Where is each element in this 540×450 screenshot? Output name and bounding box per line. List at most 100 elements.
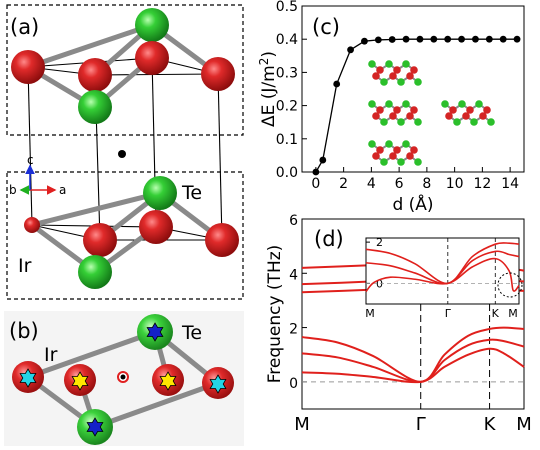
data-point: [333, 80, 341, 88]
inset-phonon-branches: [365, 242, 520, 293]
data-point: [388, 36, 396, 43]
panel-letter-a: (a): [10, 15, 39, 39]
ir-atom: [78, 58, 112, 92]
data-point: [444, 35, 452, 43]
chart-d-ylabel: Frequency (THz): [265, 245, 285, 384]
data-point: [485, 35, 493, 43]
x-tick-label: 14: [501, 176, 519, 192]
bonds-upper: [25, 22, 221, 110]
y-tick-label: 0.1: [276, 132, 298, 148]
inset-kpath-label: Γ: [445, 307, 452, 320]
axis-label-b: b: [9, 183, 17, 197]
phonon-branch: [301, 338, 525, 383]
atom-label-te: Te: [181, 322, 202, 344]
star-yellow: [159, 371, 177, 391]
soft-mode-circle: [497, 272, 523, 298]
axes-triad: c b a: [9, 153, 66, 197]
atom-label-ir: Ir: [18, 255, 32, 277]
y-tick-label: 4: [289, 267, 298, 283]
chart-c-frame: [301, 5, 525, 173]
inset-phonon-branch: [365, 257, 520, 293]
data-point: [430, 35, 438, 43]
phonon-branch: [301, 326, 525, 383]
x-tick-label: 12: [473, 176, 491, 192]
atom-label-te: Te: [181, 182, 202, 204]
inversion-center-dot: [118, 150, 126, 158]
data-point: [416, 35, 424, 43]
te-atom: [143, 176, 177, 210]
star-blue: [146, 322, 164, 342]
data-point: [319, 156, 327, 164]
ir-atom-small: [24, 217, 40, 233]
panel-a-crystal-structure: c b a (a) Te Ir: [6, 4, 244, 300]
series-line: [315, 38, 518, 173]
x-tick-label: 0: [311, 176, 320, 192]
y-tick-label: 0.0: [276, 165, 298, 181]
y-tick-label: 0.2: [276, 99, 298, 115]
kpath-label: M: [516, 414, 532, 435]
ir-atom: [205, 223, 239, 257]
panel-letter-d: (d): [314, 227, 344, 251]
y-tick-label: 0: [289, 376, 298, 392]
chart-c-ticks: 0 2 4 6 8 10 12 14 0.0 0.1 0.2 0.3 0.4 0.5: [276, 0, 519, 192]
te-atom: [135, 8, 169, 42]
inset-kpath-label: M: [508, 307, 518, 320]
ir-atom: [135, 41, 169, 75]
inset-y-tick-label: 0: [376, 277, 383, 290]
data-point: [458, 35, 465, 43]
ir-atom: [201, 57, 235, 91]
data-point: [347, 46, 354, 54]
y-tick-label: 0.5: [276, 0, 298, 15]
data-point: [312, 168, 320, 176]
star-blue: [86, 417, 104, 437]
x-tick-label: 10: [446, 176, 464, 192]
star-markers: [19, 322, 227, 437]
data-point: [402, 35, 410, 43]
star-cyan: [209, 374, 227, 394]
y-tick-label: 0.4: [276, 32, 298, 48]
inset-frame: [365, 237, 520, 305]
ir-atom: [11, 50, 45, 84]
x-tick-label: 8: [422, 176, 431, 192]
series-points: [312, 35, 521, 176]
chart-d-frame: [301, 218, 525, 410]
inversion-center-dot: [120, 374, 126, 380]
panel-letter-b: (b): [9, 319, 39, 343]
data-point: [499, 35, 507, 43]
star-yellow: [71, 371, 89, 391]
inset-structures: [368, 60, 495, 166]
kpath-label: M: [294, 414, 310, 435]
panel-b-top-view: (b) Ir Te: [4, 311, 244, 446]
data-point: [513, 35, 521, 43]
x-tick-label: 2: [339, 176, 348, 192]
data-point: [472, 35, 479, 43]
bilayer-structure-icon: [368, 60, 495, 166]
upper-layer-box: [6, 4, 244, 136]
inset-phonon-branch: [365, 242, 520, 285]
x-tick-label: 4: [367, 176, 376, 192]
star-cyan: [19, 368, 37, 388]
ir-atom: [139, 210, 173, 244]
te-atom: [78, 90, 112, 124]
data-point: [361, 37, 368, 45]
y-tick-label: 2: [289, 322, 298, 338]
phonon-branch: [301, 347, 525, 384]
y-tick-label: 0.3: [276, 65, 298, 81]
bonds-lower: [29, 190, 225, 275]
inset-high-symmetry-lines: [447, 238, 496, 304]
y-tick-label: 6: [289, 213, 298, 229]
ir-atom: [83, 223, 117, 257]
high-symmetry-lines: [420, 304, 491, 409]
inset-kpath-label: M: [365, 307, 375, 320]
axis-label-a: a: [59, 183, 66, 197]
panel-c-chart: 0 2 4 6 8 10 12 14 0.0 0.1 0.2 0.3 0.4 0.5: [257, 0, 525, 215]
chart-c-ylabel: ΔE (J/m2): [257, 51, 279, 127]
data-point: [374, 36, 382, 44]
atom-label-ir: Ir: [44, 344, 58, 366]
kpath-label: K: [484, 414, 497, 435]
chart-d-ticks: 0 2 4 6: [289, 213, 307, 392]
chart-c-xlabel: d (Å): [392, 193, 433, 215]
